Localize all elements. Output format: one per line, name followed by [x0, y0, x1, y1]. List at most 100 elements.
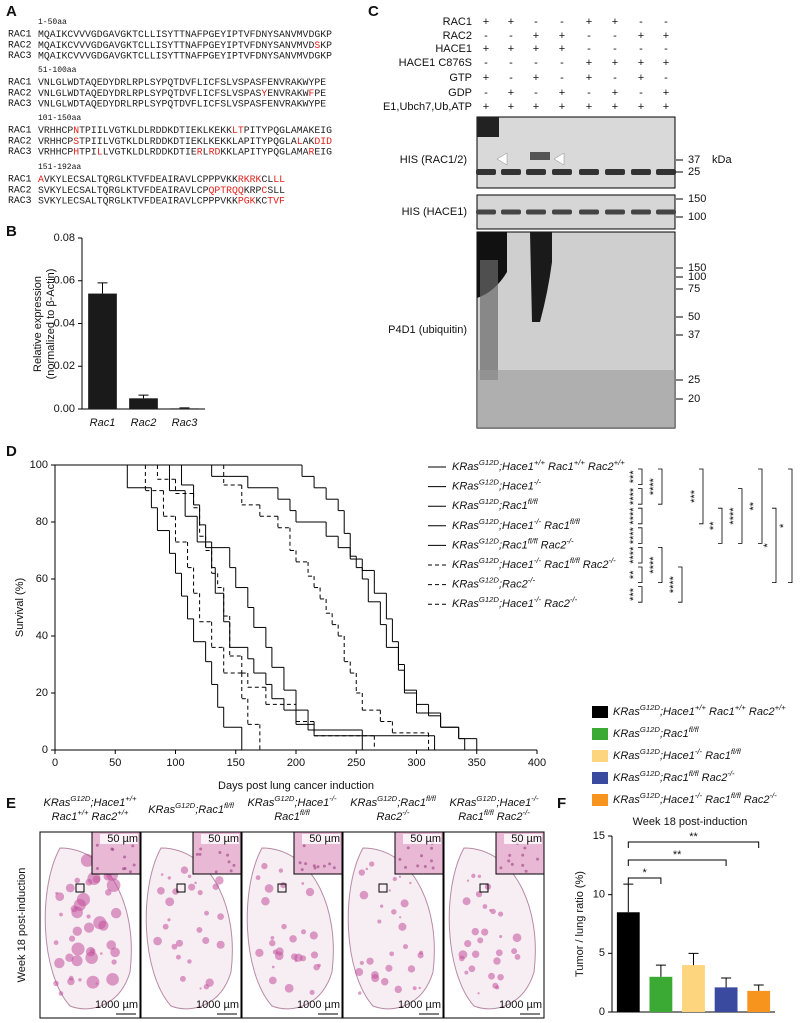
x-tick-label: 350 — [468, 757, 486, 769]
condition-sign: + — [483, 43, 489, 55]
sequence-name: RAC1 — [8, 125, 32, 136]
inset-cell — [536, 857, 540, 861]
inset-cell — [218, 850, 222, 854]
residues: CL — [261, 174, 273, 185]
tumor-focus — [197, 889, 203, 896]
condition-label: HACE1 — [435, 43, 472, 55]
inset-cell — [199, 847, 203, 851]
inset-scale-label: 50 µm — [511, 833, 542, 845]
significance-label: * — [642, 867, 647, 879]
blot-smear — [477, 370, 675, 428]
residues: QPTRQQ — [209, 184, 244, 195]
condition-sign: + — [508, 16, 514, 28]
significance-label: *** — [689, 489, 701, 503]
tumor-focus — [274, 951, 284, 961]
significance-label: * — [762, 543, 774, 548]
marker-label: 20 — [688, 393, 700, 405]
tumor-focus — [389, 951, 395, 957]
tumor-focus — [482, 904, 488, 909]
residues: R — [197, 146, 203, 157]
significance-bracket — [718, 507, 723, 544]
row-label: Week 18 post-induction — [16, 868, 28, 983]
error-bar — [97, 282, 108, 294]
error-bar — [753, 984, 764, 991]
panel-label: C — [368, 3, 379, 20]
residues: MQAIKCVVVGDGAVGKTCLLISYTTNAFPGEYIPTVFDNY… — [38, 50, 332, 61]
y-axis-title: Survival (%) — [14, 578, 26, 637]
tumor-focus — [280, 882, 287, 889]
tumor-focus — [493, 957, 501, 965]
tumor-focus — [87, 871, 101, 885]
residues: DID — [314, 135, 332, 146]
column-title: Rac1fl/fl — [274, 808, 310, 823]
significance-bracket — [627, 877, 662, 884]
sequence: VNLGLWDTAQEDYDRLRPLSYPQTDVFLICFSLVSPASYE… — [38, 87, 326, 98]
condition-label: GTP — [449, 72, 472, 84]
blot-band — [526, 209, 546, 215]
scale-label: 1000 µm — [196, 999, 239, 1011]
inset-cell — [423, 864, 427, 868]
tumor-focus — [464, 970, 469, 975]
blot-label: P4D1 (ubiquitin) — [388, 324, 467, 336]
blot-band — [476, 169, 496, 175]
tumor-focus — [369, 861, 375, 867]
tumor-focus — [86, 975, 100, 989]
condition-sign: - — [534, 57, 538, 69]
condition-sign: + — [586, 57, 592, 69]
column-title: KRasG12D;Hace1+/+ — [44, 794, 137, 809]
inset-cell — [406, 846, 410, 850]
blot-band — [579, 209, 599, 215]
tumor-focus — [270, 935, 275, 940]
tumor-focus — [488, 972, 495, 980]
inset-cell — [123, 855, 127, 859]
significance-bracket — [738, 488, 743, 544]
bar — [616, 912, 640, 1012]
tumor-focus — [187, 959, 192, 964]
tumor-focus — [110, 907, 122, 919]
condition-sign: - — [560, 57, 564, 69]
tumor-focus — [471, 873, 476, 879]
condition-sign: + — [612, 16, 618, 28]
condition-sign: + — [559, 87, 565, 99]
sequence-name: RAC3 — [8, 146, 32, 157]
x-tick-label: 400 — [528, 757, 546, 769]
legend-label: KRasG12D;Hace1-/- Rac1fl/fl — [452, 517, 580, 532]
sequence: MQAIKCVVVGDGAVGKTCLLISYTTNAFPGEYIPTVFDNY… — [38, 39, 332, 50]
tumor-focus — [355, 967, 364, 977]
tumor-focus — [54, 957, 65, 969]
condition-sign: + — [663, 101, 669, 113]
tumor-focus — [71, 906, 83, 919]
panel-label: F — [557, 795, 566, 812]
marker-label: 25 — [688, 166, 700, 178]
residues: LVGTKLDLRDDKDTIE — [103, 146, 197, 157]
significance-label: ** — [673, 849, 682, 861]
zoom-marker — [378, 883, 388, 893]
tumor-focus — [83, 922, 95, 933]
panel-label: E — [6, 795, 16, 812]
condition-sign: - — [560, 72, 564, 84]
tumor-focus — [160, 873, 164, 876]
blot-band — [656, 209, 676, 215]
significance-bracket — [658, 468, 663, 505]
tumor-focus — [175, 954, 181, 960]
significance-bracket — [658, 547, 663, 583]
tumor-focus — [477, 992, 480, 995]
inset-cell — [404, 865, 408, 869]
residues: MQAIKCVVVGDGAVGKTCLLISYTTNAFPGEYIPTVFDNY… — [38, 39, 314, 50]
blot-smear — [480, 260, 498, 380]
residues: KKLAPITYPQGLAMA — [220, 146, 308, 157]
condition-sign: - — [639, 16, 643, 28]
scale-label: 1000 µm — [95, 999, 138, 1011]
y-tick-label: 60 — [36, 573, 48, 585]
inset-cell — [95, 866, 99, 870]
tumor-focus — [106, 940, 117, 950]
error-bar — [138, 394, 149, 399]
bar — [88, 293, 117, 409]
residues: TPI — [79, 146, 97, 157]
legend-swatch — [592, 794, 608, 806]
tumor-focus — [499, 934, 503, 939]
x-tick-label: Rac2 — [131, 417, 157, 429]
sequence-name: RAC1 — [8, 174, 32, 185]
tumor-focus — [407, 965, 416, 973]
legend-label: KRasG12D;Rac1fl/fl Rac2-/- — [613, 769, 735, 784]
